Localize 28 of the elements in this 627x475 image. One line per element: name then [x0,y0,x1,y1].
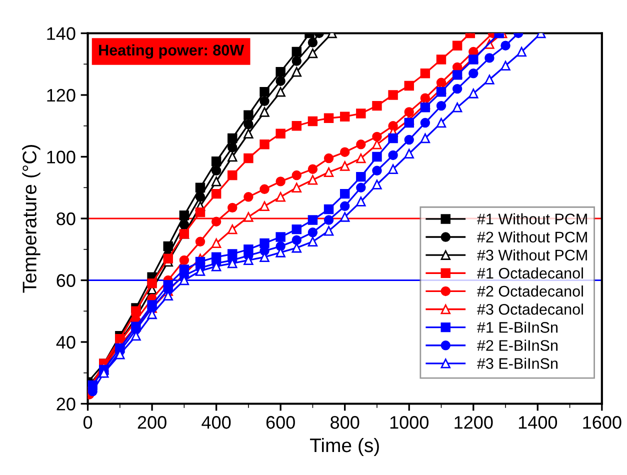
x-tick-label: 1000 [390,416,428,429]
y-tick-label: 40 [56,336,76,349]
x-axis-title: Time (s) [310,438,379,456]
legend-label: #3 Without PCM [477,249,587,261]
legend-label: #1 E-BiInSn [477,322,558,333]
y-tick-label: 60 [56,274,76,287]
y-axis-title: Temperature (°C) [22,145,40,293]
y-tick-label: 80 [56,212,76,226]
legend-label: #1 Without PCM [477,213,587,224]
x-tick-label: 800 [330,416,360,429]
legend-label: #3 E-BiInSn [477,358,558,369]
legend-label: #3 Octadecanol [477,304,583,315]
x-tick-label: 400 [202,416,231,429]
x-tick-label: 0 [83,416,92,429]
legend-label: #2 E-BiInSn [477,340,558,351]
x-tick-label: 1400 [518,416,558,429]
x-tick-label: 600 [266,416,295,429]
legend-label: #1 Octadecanol [477,267,583,279]
y-tick-label: 140 [47,27,76,40]
legend-label: #2 Octadecanol [477,285,583,297]
x-tick-label: 200 [138,416,166,429]
y-tick-label: 20 [56,398,76,410]
y-tick-label: 120 [47,88,76,102]
legend-label: #2 Without PCM [477,231,587,243]
y-tick-label: 100 [47,150,76,164]
annotation: Heating power: 80W [99,44,244,59]
x-tick-label: 1200 [454,416,493,429]
x-tick-label: 1600 [583,416,622,429]
